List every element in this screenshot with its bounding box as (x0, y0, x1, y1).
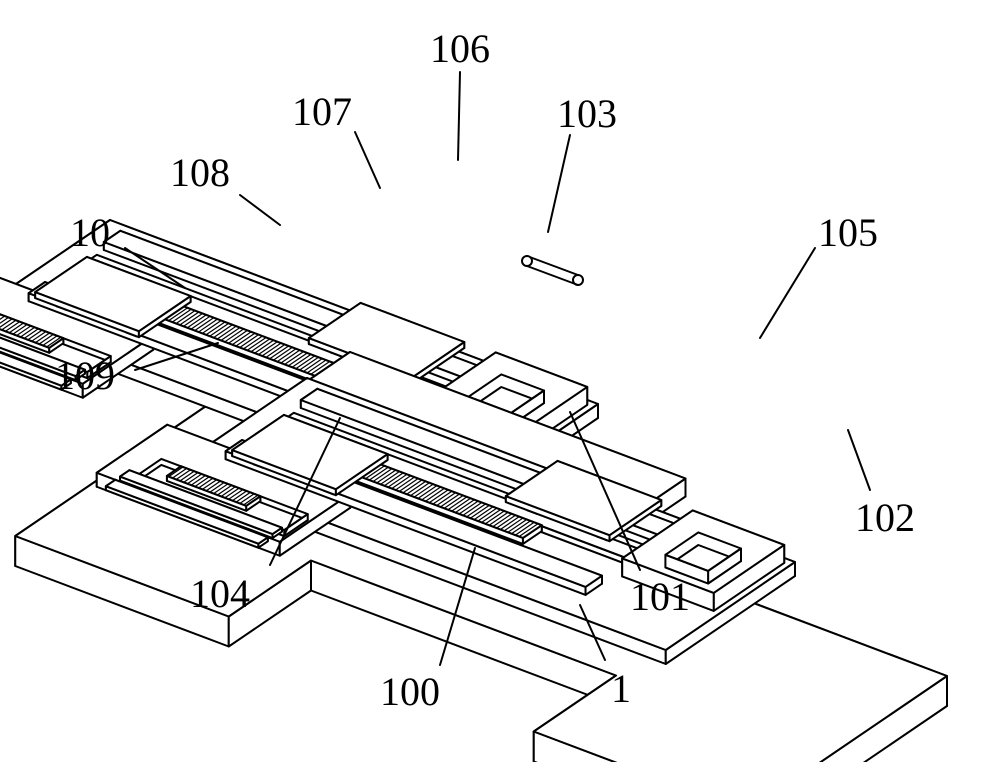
callout-100: 100 (380, 668, 440, 715)
callout-107: 107 (292, 88, 352, 135)
callout-104: 104 (190, 570, 250, 617)
callout-108: 108 (170, 149, 230, 196)
callout-102: 102 (855, 494, 915, 541)
callout-106: 106 (430, 25, 490, 72)
callout-101: 101 (630, 573, 690, 620)
callout-103: 103 (557, 90, 617, 137)
callout-10: 10 (70, 209, 110, 256)
figure-stage: 106 107 103 108 10 105 109 102 104 101 100 1 (0, 0, 1000, 762)
callout-109: 109 (55, 352, 115, 399)
callout-105: 105 (818, 209, 878, 256)
callout-1: 1 (611, 665, 631, 712)
isometric-drawing (0, 0, 1000, 762)
